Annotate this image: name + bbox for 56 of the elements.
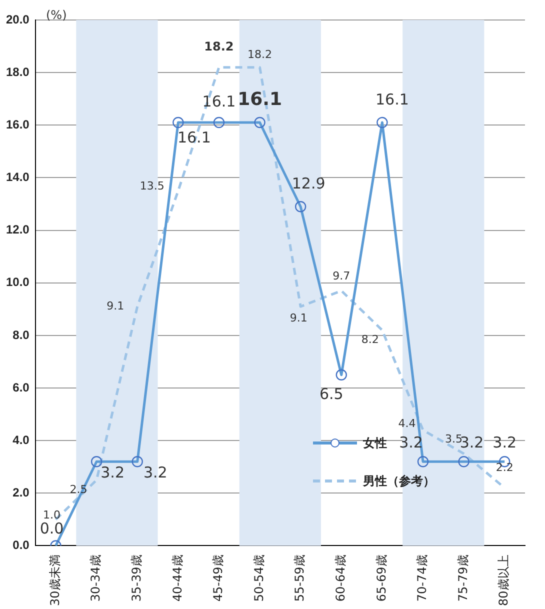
data-label: 9.7: [332, 270, 350, 283]
data-label: 12.9: [292, 174, 326, 193]
y-tick-label: 2.0: [12, 485, 30, 500]
x-tick-label: 60-64歳: [334, 554, 348, 602]
data-label: 16.1: [202, 92, 236, 110]
y-tick-label: 16.0: [6, 117, 30, 132]
x-tick-label: 80歳以上: [496, 554, 511, 606]
data-label: 6.5: [319, 384, 344, 403]
point: [294, 201, 306, 212]
point: [376, 116, 388, 128]
x-tick-label: 65-69歳: [374, 554, 388, 602]
x-tick-label: 30-34歳: [88, 554, 103, 602]
point: [458, 456, 470, 468]
y-tick-label: 20.0: [6, 12, 30, 26]
x-tick-label: 75-79歳: [456, 554, 470, 602]
y-axis-title: (%): [46, 8, 67, 22]
point: [213, 116, 225, 128]
data-label: 0.0: [40, 520, 64, 538]
x-tick-label: 40-44歳: [170, 554, 184, 602]
legend-label: 女性: [363, 434, 387, 452]
point: [254, 116, 266, 128]
data-label: 3.2: [492, 434, 517, 452]
data-label: 9.1: [290, 311, 308, 324]
data-label: 3.2: [143, 464, 168, 482]
x-tick-label: 50-54歳: [252, 554, 266, 602]
legend-label: 男性（参考）: [363, 472, 435, 490]
y-tick-label: 12.0: [6, 222, 30, 237]
x-tick-label: 30歳未満: [48, 554, 62, 606]
data-label: 16.1: [238, 89, 282, 110]
point: [90, 456, 102, 468]
y-tick-label: 4.0: [12, 432, 30, 447]
point: [132, 456, 143, 468]
data-label: 2.2: [496, 460, 514, 474]
x-tick-label: 35-39歳: [129, 554, 144, 602]
x-tick-label: 55-59歳: [292, 554, 307, 602]
data-label: 4.4: [398, 416, 416, 430]
data-label: 3.2: [100, 464, 124, 482]
point: [336, 369, 347, 380]
data-label: 8.2: [361, 333, 379, 346]
data-label: 9.1: [106, 299, 124, 312]
y-tick-label: 18.0: [6, 64, 30, 79]
data-label: 18.2: [204, 39, 234, 54]
data-label: 1.0: [43, 508, 61, 522]
point: [172, 116, 184, 128]
y-tick-label: 0.0: [12, 538, 30, 552]
y-tick-label: 14.0: [6, 170, 30, 184]
y-tick-label: 6.0: [12, 380, 30, 394]
data-label: 18.2: [248, 48, 272, 62]
data-label: 13.5: [140, 180, 164, 193]
x-tick-label: 70-74歳: [415, 554, 430, 602]
data-label: 16.1: [177, 128, 211, 146]
point: [417, 456, 429, 468]
y-tick-label: 8.0: [12, 328, 30, 342]
data-label: 16.1: [375, 90, 409, 108]
x-tick-label: 45-49歳: [211, 554, 226, 602]
y-tick-label: 10.0: [6, 275, 30, 290]
